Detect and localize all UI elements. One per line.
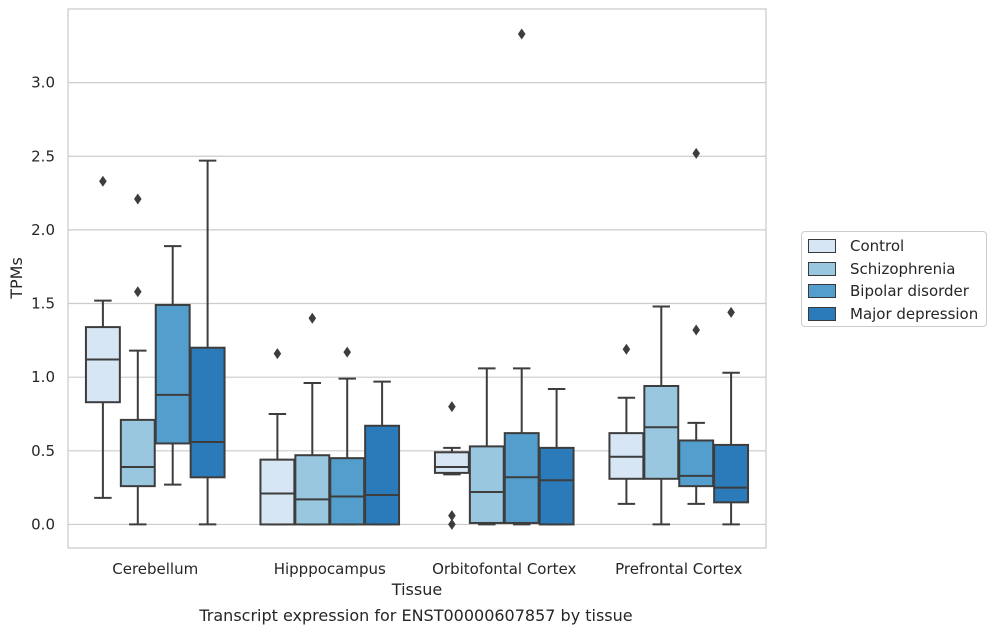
y-tick-label: 3.0 — [31, 74, 55, 92]
outlier-point — [99, 175, 107, 187]
box-group — [154, 245, 191, 486]
box — [84, 326, 121, 404]
box — [713, 443, 750, 504]
box — [433, 451, 470, 474]
x-axis-ticks: Cerebellum Hipppocampus Orbitofontal Corte… — [112, 560, 742, 578]
legend-item: Major depression — [808, 303, 986, 326]
box — [329, 457, 366, 526]
box-group — [608, 343, 645, 505]
box-group — [538, 387, 575, 526]
legend-label: Schizophrenia — [850, 259, 956, 278]
box — [294, 454, 331, 526]
legend: Control Schizophrenia Bipolar disorder Majo… — [801, 231, 987, 327]
y-tick-label: 2.5 — [31, 147, 55, 165]
box — [259, 458, 296, 526]
box-group — [364, 380, 401, 526]
outlier-point — [517, 28, 526, 40]
box — [119, 418, 156, 488]
legend-swatch — [808, 261, 836, 276]
legend-item: Bipolar disorder — [808, 280, 986, 303]
box-group — [678, 147, 715, 505]
y-tick-label: 1.5 — [31, 295, 55, 313]
outlier-point — [134, 286, 142, 298]
x-axis-label: Tissue — [391, 580, 442, 599]
box-group — [189, 159, 226, 526]
box-group — [433, 401, 470, 530]
box-group — [503, 28, 540, 526]
box — [468, 445, 505, 524]
outlier-point — [343, 346, 351, 358]
box-group — [468, 367, 505, 526]
box-group — [713, 306, 750, 526]
outlier-point — [692, 147, 700, 159]
outlier-point — [448, 401, 456, 413]
box — [189, 346, 226, 479]
legend-swatch — [808, 239, 836, 254]
outlier-point — [273, 348, 282, 360]
y-tick-label: 0.5 — [31, 442, 55, 460]
outlier-point — [308, 312, 317, 324]
box-group — [119, 193, 156, 526]
box — [643, 385, 680, 480]
outlier-point — [134, 193, 142, 205]
boxes — [84, 28, 750, 530]
box-group — [84, 175, 121, 499]
y-axis-label: TPMs — [7, 257, 26, 300]
plot-area-frame — [67, 8, 767, 549]
y-axis-ticks: 0.0 0.5 1.0 1.5 2.0 2.5 3.0 — [31, 74, 55, 534]
legend-swatch — [808, 306, 836, 321]
outlier-point — [448, 510, 456, 522]
legend-label: Major depression — [850, 304, 979, 323]
legend-label: Control — [850, 237, 905, 256]
box — [538, 446, 575, 526]
outlier-point — [727, 306, 735, 318]
x-tick-label: Prefrontal Cortex — [615, 560, 742, 578]
box — [364, 424, 401, 526]
legend-swatch — [808, 284, 836, 299]
y-tick-label: 0.0 — [31, 515, 55, 533]
outlier-point — [448, 518, 456, 530]
box-group — [329, 346, 366, 526]
y-tick-label: 2.0 — [31, 221, 55, 239]
x-tick-label: Cerebellum — [112, 560, 198, 578]
y-tick-label: 1.0 — [31, 368, 55, 386]
box — [678, 439, 715, 488]
legend-label: Bipolar disorder — [850, 282, 969, 301]
box — [154, 304, 191, 445]
box-group — [259, 348, 296, 526]
x-tick-label: Hipppocampus — [274, 560, 386, 578]
outlier-point — [692, 324, 700, 336]
outlier-point — [622, 343, 631, 355]
legend-item: Control — [808, 235, 986, 258]
box-group — [294, 312, 331, 526]
chart-caption: Transcript expression for ENST0000060785… — [199, 606, 633, 625]
x-tick-label: Orbitofontal Cortex — [432, 560, 576, 578]
legend-item: Schizophrenia — [808, 258, 986, 281]
box-group — [643, 305, 680, 526]
